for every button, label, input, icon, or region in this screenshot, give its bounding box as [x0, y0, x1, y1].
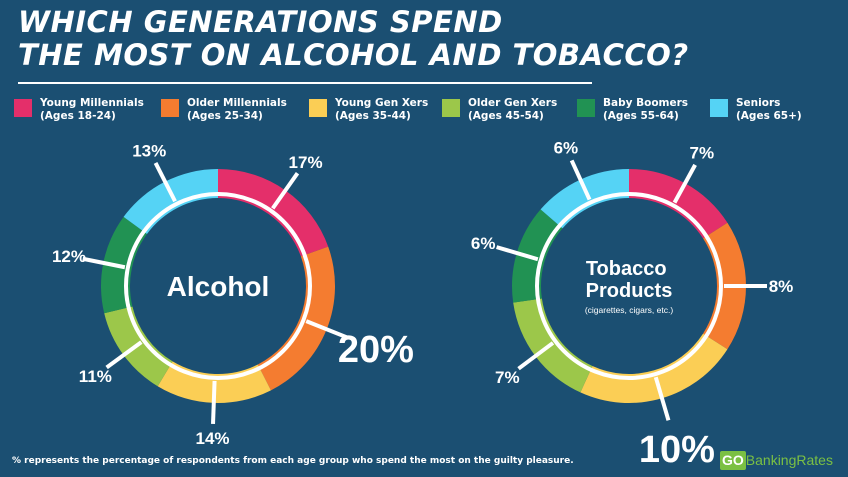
alcohol-slice-seniors — [123, 169, 218, 235]
tobacco-leader-line — [672, 163, 697, 204]
legend-swatch — [710, 99, 728, 117]
tobacco-leader-line — [569, 159, 592, 201]
legend-ages: (Ages 25-34) — [187, 110, 263, 122]
tobacco-leader-line — [496, 245, 539, 262]
legend-ages: (Ages 18-24) — [40, 110, 116, 122]
legend-name: Young Gen Xers — [335, 97, 429, 109]
legend-label: Older Millennials (Ages 25-34) — [187, 97, 287, 123]
brand-go: GO — [720, 451, 746, 470]
legend-name: Young Millennials — [40, 97, 144, 109]
alcohol-leader-line — [271, 172, 300, 210]
tobacco-data-label-older-gen-xers: 7% — [495, 368, 520, 387]
alcohol-data-label-seniors: 13% — [132, 141, 166, 160]
legend-ages: (Ages 55-64) — [603, 110, 679, 122]
legend-swatch — [577, 99, 595, 117]
legend-label: Young Millennials (Ages 18-24) — [40, 97, 144, 123]
tobacco-slice-young-millennials — [629, 169, 728, 239]
alcohol-data-label-young-millennials: 17% — [289, 153, 323, 172]
tobacco-title-line-1: Tobacco — [586, 258, 667, 280]
legend-ages: (Ages 35-44) — [335, 110, 411, 122]
title-line-1: WHICH GENERATIONS SPEND — [18, 5, 503, 39]
chart-title: WHICH GENERATIONS SPEND THE MOST ON ALCO… — [18, 5, 689, 72]
alcohol-leader-line — [211, 380, 217, 424]
alcohol-data-label-older-millennials: 20% — [338, 329, 414, 371]
brand-logo: GO BankingRates — [720, 451, 833, 470]
legend-swatch — [161, 99, 179, 117]
alcohol-slice-older-millennials — [257, 246, 336, 391]
alcohol-leader-line — [153, 162, 177, 203]
alcohol-chart-title: Alcohol — [167, 271, 270, 302]
brand-name: BankingRates — [745, 452, 833, 468]
tobacco-slice-young-gen-xers — [580, 333, 728, 403]
legend-name: Seniors — [736, 97, 781, 109]
tobacco-leader-line — [517, 341, 555, 371]
footnote: % represents the percentage of responden… — [12, 456, 574, 466]
tobacco-inner-ring — [535, 192, 723, 380]
alcohol-inner-ring — [124, 192, 312, 380]
alcohol-leader-line — [82, 256, 126, 270]
tobacco-data-label-young-gen-xers: 10% — [639, 429, 715, 471]
legend-name: Baby Boomers — [603, 97, 689, 109]
tobacco-data-label-seniors: 6% — [554, 139, 579, 158]
legend-swatch — [442, 99, 460, 117]
legend-swatch — [309, 99, 327, 117]
legend-label: Seniors (Ages 65+) — [736, 97, 802, 123]
tobacco-chart-subtitle: (cigarettes, cigars, etc.) — [585, 305, 674, 315]
tobacco-title-line-2: Products — [586, 280, 673, 302]
alcohol-leader-line — [305, 319, 349, 340]
tobacco-donut-chart: 7% 8% 10% 7% 6% 6% Tobacco Products (cigarett… — [471, 139, 793, 471]
tobacco-data-label-baby-boomers: 6% — [471, 234, 496, 253]
legend: Young Millennials (Ages 18-24) Older Mil… — [14, 97, 844, 131]
title-underline — [18, 82, 592, 84]
legend-label: Young Gen Xers (Ages 35-44) — [335, 97, 428, 123]
legend-ages: (Ages 45-54) — [468, 110, 544, 122]
title-line-2: THE MOST ON ALCOHOL AND TOBACCO? — [18, 38, 689, 72]
legend-ages: (Ages 65+) — [736, 110, 802, 122]
legend-label: Baby Boomers (Ages 55-64) — [603, 97, 688, 123]
tobacco-slice-baby-boomers — [512, 209, 563, 303]
alcohol-data-label-young-gen-xers: 14% — [195, 429, 229, 448]
tobacco-data-label-young-millennials: 7% — [690, 144, 715, 163]
alcohol-data-label-older-gen-xers: 11% — [79, 367, 112, 386]
alcohol-leader-line — [105, 340, 143, 370]
legend-label: Older Gen Xers (Ages 45-54) — [468, 97, 557, 123]
tobacco-slice-seniors — [540, 169, 629, 229]
legend-name: Older Gen Xers — [468, 97, 558, 109]
alcohol-data-label-baby-boomers: 12% — [52, 247, 86, 266]
legend-name: Older Millennials — [187, 97, 287, 109]
tobacco-chart-title: Tobacco Products — [586, 258, 673, 302]
tobacco-leader-line — [653, 376, 671, 421]
alcohol-donut-chart: 17% 20% 14% 11% 12% 13% Alcohol — [52, 141, 414, 447]
legend-swatch — [14, 99, 32, 117]
tobacco-data-label-older-millennials: 8% — [769, 277, 794, 296]
